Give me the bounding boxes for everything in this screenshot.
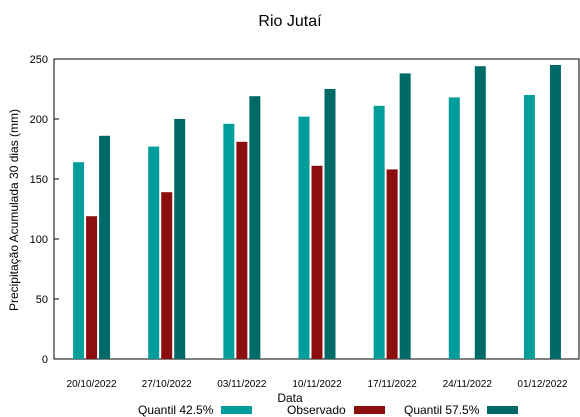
bar bbox=[148, 146, 160, 359]
legend-swatch bbox=[353, 406, 385, 414]
legend-label: Quantil 42.5% bbox=[138, 403, 214, 417]
x-tick-label: 17/11/2022 bbox=[367, 379, 417, 390]
y-tick-label: 0 bbox=[42, 354, 48, 366]
chart-title: Rio Jutaí bbox=[258, 13, 322, 30]
y-tick-label: 250 bbox=[30, 54, 48, 66]
bar bbox=[448, 97, 460, 360]
legend-item-quantil-57: Quantil 57.5% bbox=[404, 403, 519, 417]
bar bbox=[474, 66, 486, 359]
y-tick-label: 100 bbox=[30, 234, 48, 246]
x-tick-label: 03/11/2022 bbox=[217, 379, 267, 390]
y-tick-label: 150 bbox=[30, 174, 48, 186]
x-axis-label: Data bbox=[277, 391, 303, 405]
legend-swatch bbox=[487, 406, 519, 414]
x-tick-label: 27/10/2022 bbox=[142, 379, 192, 390]
y-tick-label: 200 bbox=[30, 114, 48, 126]
bar bbox=[311, 165, 323, 359]
bar bbox=[324, 89, 336, 359]
bar bbox=[523, 95, 535, 359]
bar bbox=[549, 65, 561, 359]
bar bbox=[236, 141, 248, 359]
legend-label: Observado bbox=[287, 403, 346, 417]
x-tick-label: 24/11/2022 bbox=[443, 379, 493, 390]
bar bbox=[73, 162, 85, 359]
y-tick-labels: 0 50 100 150 200 250 bbox=[30, 54, 48, 366]
bar bbox=[249, 96, 261, 359]
x-tick-label: 10/11/2022 bbox=[292, 379, 342, 390]
bar bbox=[298, 116, 310, 359]
legend-item-observado: Observado bbox=[287, 403, 385, 417]
bar bbox=[223, 123, 235, 359]
chart-legend: Quantil 42.5% Observado Quantil 57.5% bbox=[0, 403, 580, 417]
legend-label: Quantil 57.5% bbox=[404, 403, 480, 417]
chart-bars bbox=[73, 65, 561, 360]
bar bbox=[161, 192, 173, 359]
y-axis-label: Precipitação Acumulada 30 dias (mm) bbox=[7, 108, 21, 312]
bar bbox=[86, 216, 98, 359]
x-tick-labels: 20/10/2022 27/10/2022 03/11/2022 10/11/2022… bbox=[67, 379, 568, 390]
legend-item-quantil-42: Quantil 42.5% bbox=[138, 403, 253, 417]
bar bbox=[399, 73, 411, 360]
y-tick-label: 50 bbox=[36, 294, 48, 306]
x-tick-label: 20/10/2022 bbox=[67, 379, 117, 390]
legend-swatch bbox=[221, 406, 253, 414]
bar bbox=[386, 169, 398, 359]
bar bbox=[99, 135, 111, 359]
bar bbox=[373, 105, 385, 359]
x-tick-label: 01/12/2022 bbox=[517, 379, 567, 390]
bar bbox=[174, 119, 186, 359]
